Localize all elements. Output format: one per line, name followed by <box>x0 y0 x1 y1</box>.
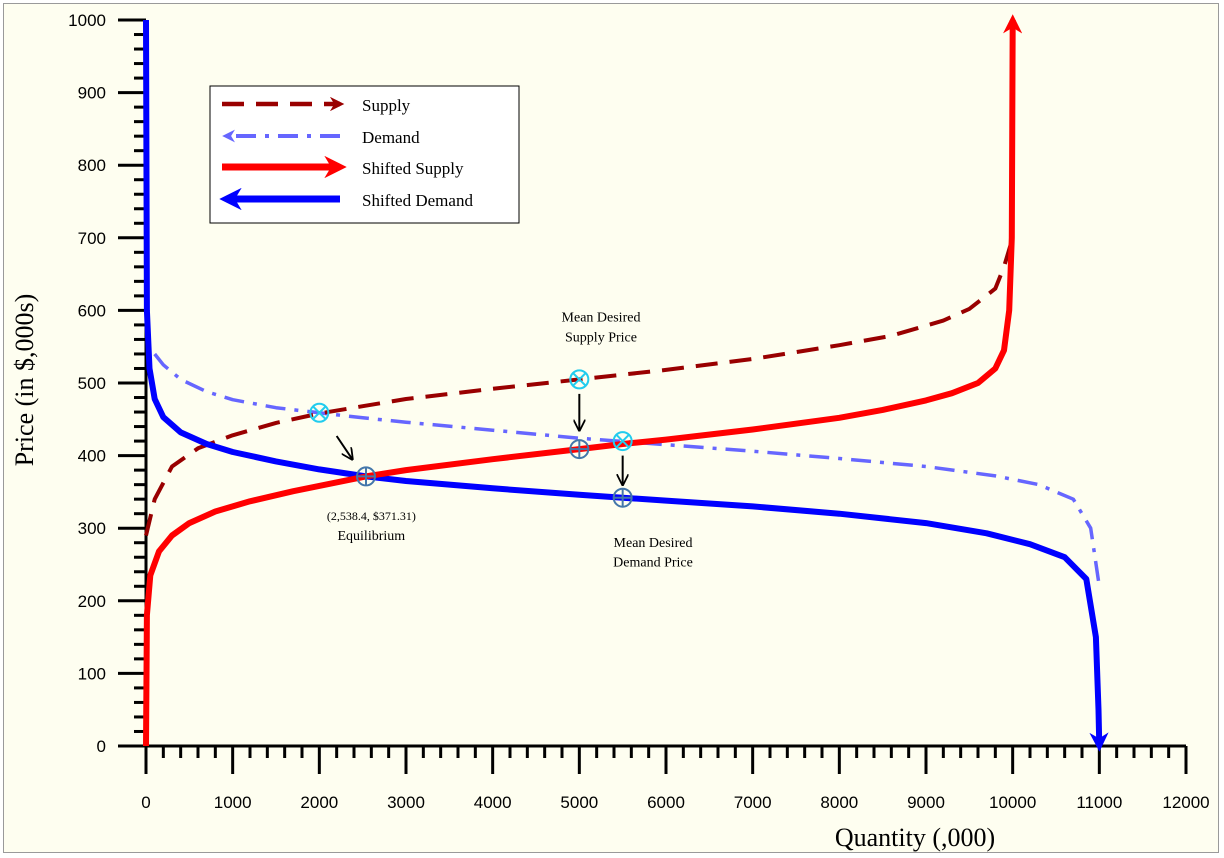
y-tick-label: 900 <box>78 84 106 103</box>
point-marker-circle <box>612 431 633 452</box>
x-tick-label: 8000 <box>820 793 858 812</box>
y-tick-label: 1000 <box>68 11 106 30</box>
legend-label-shifted-demand: Shifted Demand <box>362 191 473 210</box>
y-tick-label: 200 <box>78 592 106 611</box>
annotation-text: Demand Price <box>613 556 693 571</box>
annotation-text: Mean Desired <box>562 310 641 325</box>
x-tick-label: 10000 <box>989 793 1036 812</box>
annotation-text: Supply Price <box>565 331 637 346</box>
annotation-text: Equilibrium <box>337 529 405 544</box>
legend-label-supply: Supply <box>362 96 411 115</box>
point-marker <box>355 466 376 487</box>
x-tick-label: 2000 <box>300 793 338 812</box>
point-marker-circle <box>309 402 330 423</box>
point-marker <box>569 369 590 390</box>
y-tick-label: 700 <box>78 229 106 248</box>
x-tick-label: 6000 <box>647 793 685 812</box>
x-tick-label: 4000 <box>474 793 512 812</box>
y-tick-label: 0 <box>97 737 106 756</box>
x-tick-label: 1000 <box>214 793 252 812</box>
point-marker-circle <box>569 369 590 390</box>
x-tick-label: 3000 <box>387 793 425 812</box>
y-axis-title: Price (in $,000s) <box>10 294 39 467</box>
y-tick-label: 500 <box>78 374 106 393</box>
legend-label-demand: Demand <box>362 128 420 147</box>
x-tick-label: 9000 <box>907 793 945 812</box>
chart-background <box>3 3 1219 853</box>
series-line-demand <box>153 352 1102 587</box>
x-tick-label: 0 <box>141 793 150 812</box>
x-tick-label: 12000 <box>1162 793 1209 812</box>
y-tick-label: 100 <box>78 664 106 683</box>
point-marker <box>309 402 330 423</box>
axes: 0 1000 2000 3000 4000 5000 6000 7000 8000 9000 100… <box>68 11 1209 812</box>
series-layer <box>143 14 1109 752</box>
annotation-layer: Mean Desired Supply Price (2,538.4, $371.3… <box>327 310 693 570</box>
annotation-text: Mean Desired <box>614 536 693 551</box>
series-line-shifted-demand <box>143 19 1109 752</box>
legend-items <box>219 96 347 211</box>
point-marker-cross <box>572 372 587 387</box>
x-tick-label: 5000 <box>560 793 598 812</box>
x-tick-label: 11000 <box>1076 793 1122 812</box>
point-marker <box>612 487 633 508</box>
legend-label-shifted-supply: Shifted Supply <box>362 159 464 178</box>
y-tick-label: 800 <box>78 156 106 175</box>
y-tick-label: 400 <box>78 447 106 466</box>
y-tick-label: 300 <box>78 519 106 538</box>
x-tick-label: 7000 <box>734 793 772 812</box>
annotation-arrow <box>335 435 353 459</box>
series-line-supply <box>144 237 1015 536</box>
point-marker <box>612 431 633 452</box>
legend: Supply Demand Shifted Supply Shifted Dem… <box>209 85 520 224</box>
series-line-shifted-supply <box>143 14 1023 747</box>
point-marker-cross <box>312 406 327 420</box>
annotation-text: (2,538.4, $371.31) <box>327 509 416 523</box>
marker-layer <box>309 369 633 508</box>
point-marker <box>569 439 590 460</box>
y-tick-label: 600 <box>78 301 106 320</box>
point-marker-cross <box>615 434 630 448</box>
x-axis-title: Quantity (,000) <box>835 823 995 852</box>
